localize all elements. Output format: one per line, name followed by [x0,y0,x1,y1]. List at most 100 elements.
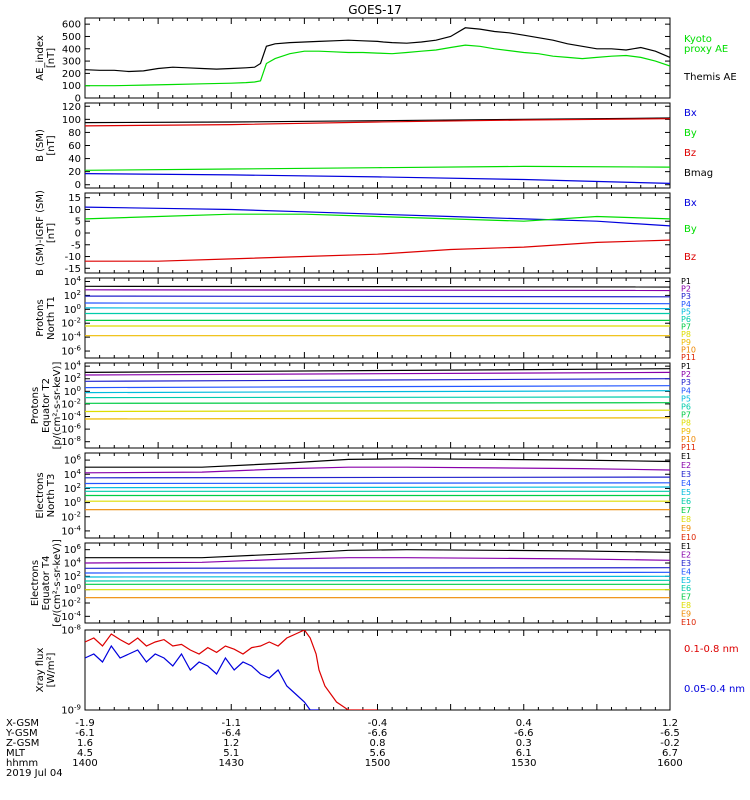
y-tick-label: 106 [64,454,82,467]
legend-label: P11 [681,353,696,362]
legend-label: P10 [681,435,696,444]
y-axis-label: Electrons [35,472,46,518]
legend-label: E3 [681,470,691,479]
legend-label: proxy AE [684,44,728,55]
series-line-p5 [85,390,670,394]
legend-label: E1 [681,452,691,461]
y-tick-label: 10 [68,205,81,216]
legend-label: E7 [681,593,691,602]
legend-label: Themis AE [683,72,737,83]
legend-label: P4 [681,300,691,309]
figure-title: GOES-17 [348,3,402,17]
legend-label: E2 [681,550,691,559]
ephemeris-value: 1600 [657,758,682,769]
y-tick-label: 100 [64,385,81,398]
y-tick-label: 40 [68,154,81,165]
ephemeris-value: 1.2 [662,718,678,729]
legend-label: Kyoto [684,34,712,45]
y-tick-label: 10-9 [61,704,81,717]
y-tick-label: 10-2 [61,317,81,330]
ephemeris-value: 5.1 [223,748,239,759]
series-line-p9 [85,417,670,420]
ephemeris-value: 0.8 [370,738,386,749]
legend-label: P11 [681,443,696,452]
y-axis-label: Equator T2 [41,378,52,433]
legend-label: P8 [681,419,691,428]
y-tick-label: 10-2 [61,597,81,610]
legend-label: P4 [681,386,691,395]
series-line-p8 [85,409,670,413]
series-line-e6 [85,579,670,582]
legend-label: E6 [681,497,691,506]
panel-8: 10-9 10-8 Xray flux [W/m²] 0.1-0.8 nm 0.05-0.… [35,624,745,717]
y-tick-label: 102 [64,482,81,495]
ephemeris-value: -1.9 [75,718,95,729]
y-tick-label: 104 [64,557,82,570]
legend-label: P9 [681,427,691,436]
y-tick-label: 60 [68,141,81,152]
ephemeris-value: 5.6 [370,748,386,759]
legend-label: P1 [681,362,691,371]
series-line-p2 [85,289,670,292]
series-line-p1 [85,368,670,373]
ephemeris-row-label: X-GSM [6,718,39,729]
legend-label: P5 [681,307,691,316]
y-axis-label: Xray flux [35,648,46,693]
y-tick-label: 10-4 [61,331,81,344]
series-line-p5 [85,307,670,310]
y-axis-label: B (SM)-IGRF (SM) [35,190,46,276]
y-tick-label: 400 [62,44,81,55]
series-line-e5 [85,486,670,489]
series-line-proxy-ae [85,44,670,87]
y-tick-label: 100 [64,496,81,509]
y-axis-label: [nT] [46,135,57,155]
series-line-e1 [85,458,670,468]
y-tick-label: 80 [68,128,81,139]
series-line-p6 [85,396,670,399]
series-line-p3 [85,378,670,382]
legend-label: E9 [681,524,691,533]
y-tick-label: 120 [62,102,81,113]
y-axis-label: North T1 [46,296,57,340]
series-line-by [85,213,670,222]
legend-label: Bz [684,252,696,263]
panel-frame [84,542,671,624]
legend-label: P3 [681,378,691,387]
legend-label: By [684,224,697,235]
legend-label: E10 [681,533,696,542]
legend-label: 0.1-0.8 nm [684,644,739,655]
ephemeris-value: -6.6 [514,728,534,739]
panel-2: 0 20 40 60 80 100 120 B (SM) [nT] Bx By Bz Bmag [35,102,713,191]
legend-label: E4 [681,479,691,488]
y-tick-label: 10-6 [61,423,81,436]
y-tick-label: 500 [62,32,81,43]
legend-label: P6 [681,403,691,412]
y-tick-label: 106 [64,543,82,556]
series-line-0-05-0-4-nm [85,644,319,710]
legend-label: P5 [681,394,691,403]
y-tick-label: 300 [62,57,81,68]
series-line-e3 [85,476,670,479]
legend-label: P7 [681,323,691,332]
ephemeris-value: 0.4 [516,718,532,729]
legend-label: E5 [681,488,691,497]
ephemeris-value: -6.5 [660,728,680,739]
ephemeris-value: 1.6 [77,738,93,749]
series-line-bz [85,118,670,127]
legend-label: E4 [681,567,691,576]
series-line-p4 [85,302,670,305]
y-tick-label: 20 [68,167,81,178]
y-tick-label: -10 [65,252,81,263]
y-tick-label: 102 [64,570,81,583]
y-axis-label: Protons [35,299,46,336]
y-axis-label: [e/(cm²-s-sr-keV)] [52,539,63,627]
y-axis-label: Equator T4 [41,556,52,611]
legend-label: P7 [681,411,691,420]
series-line-p1 [85,285,670,288]
